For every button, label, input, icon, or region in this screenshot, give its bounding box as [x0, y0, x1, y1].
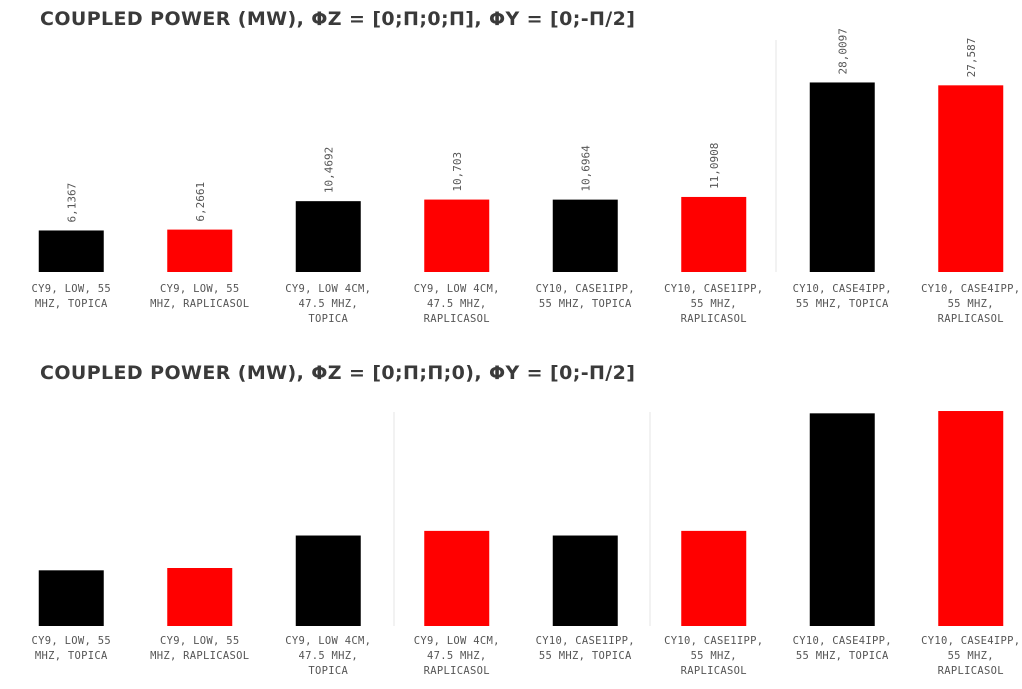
- category-label: MHZ, TOPICA: [35, 650, 108, 662]
- category-label: 55 MHZ, TOPICA: [796, 298, 889, 310]
- category-label: CY9, LOW, 55: [32, 283, 111, 295]
- category-label: 47.5 MHZ,: [298, 298, 358, 310]
- category-label: CY10, CASE4IPP,: [921, 283, 1020, 295]
- category-label: CY10, CASE4IPP,: [921, 635, 1020, 647]
- category-label: 55 MHZ, TOPICA: [539, 298, 632, 310]
- bar: [295, 535, 361, 626]
- category-label: CY9, LOW 4CM,: [285, 635, 371, 647]
- bar: [295, 201, 361, 272]
- category-label: CY9, LOW 4CM,: [285, 283, 371, 295]
- bar: [167, 229, 233, 272]
- data-label: 11,0908: [708, 143, 721, 189]
- category-label: TOPICA: [308, 665, 348, 677]
- category-label: RAPLICASOL: [681, 313, 747, 325]
- category-label: CY10, CASE1IPP,: [664, 635, 763, 647]
- category-label: MHZ, TOPICA: [35, 298, 108, 310]
- chart-title-top: COUPLED POWER (MW), ΦZ = [0;Π;0;Π], ΦY =…: [40, 8, 636, 30]
- category-label: 47.5 MHZ,: [298, 650, 358, 662]
- bar: [681, 530, 747, 626]
- category-label: 55 MHZ,: [948, 298, 994, 310]
- category-label: MHZ, RAPLICASOL: [150, 650, 249, 662]
- category-label: CY9, LOW 4CM,: [414, 283, 500, 295]
- category-label: CY10, CASE1IPP,: [536, 635, 635, 647]
- data-label: 6,2661: [194, 182, 207, 222]
- category-label: CY9, LOW, 55: [160, 635, 239, 647]
- category-label: CY9, LOW, 55: [32, 635, 111, 647]
- bar: [809, 82, 875, 272]
- category-label: CY10, CASE4IPP,: [793, 283, 892, 295]
- category-label: 55 MHZ,: [948, 650, 994, 662]
- bar: [167, 568, 233, 626]
- bar: [809, 413, 875, 626]
- data-label: 10,703: [451, 152, 464, 192]
- data-label: 28,0097: [836, 28, 849, 74]
- category-label: MHZ, RAPLICASOL: [150, 298, 249, 310]
- chart-title-bottom: COUPLED POWER (MW), ΦZ = [0;Π;Π;0), ΦY =…: [40, 362, 636, 384]
- category-label: 55 MHZ,: [691, 650, 737, 662]
- category-label: 47.5 MHZ,: [427, 298, 487, 310]
- bar: [938, 411, 1004, 626]
- category-label: CY10, CASE4IPP,: [793, 635, 892, 647]
- category-label: 55 MHZ, TOPICA: [796, 650, 889, 662]
- bar-chart-top: 6,1367 CY9, LOW, 55 MHZ, TOPICA 6,2661 CY9, …: [32, 28, 1021, 325]
- category-label: CY9, LOW, 55: [160, 283, 239, 295]
- bar: [38, 230, 104, 272]
- category-label: 55 MHZ, TOPICA: [539, 650, 632, 662]
- bar: [424, 530, 490, 626]
- category-label: 47.5 MHZ,: [427, 650, 487, 662]
- bar: [38, 570, 104, 626]
- category-label: CY10, CASE1IPP,: [664, 283, 763, 295]
- data-label: 10,4692: [322, 147, 335, 193]
- category-label: RAPLICASOL: [681, 665, 747, 677]
- category-label: RAPLICASOL: [424, 313, 490, 325]
- bar: [552, 199, 618, 272]
- category-label: TOPICA: [308, 313, 348, 325]
- data-label: 6,1367: [65, 183, 78, 223]
- bar: [938, 85, 1004, 272]
- category-label: 55 MHZ,: [691, 298, 737, 310]
- category-label: CY9, LOW 4CM,: [414, 635, 500, 647]
- data-label: 27,587: [965, 38, 978, 78]
- category-label: RAPLICASOL: [424, 665, 490, 677]
- bar-chart-bottom: CY9, LOW, 55 MHZ, TOPICA CY9, LOW, 55 MHZ, …: [32, 411, 1020, 677]
- category-label: RAPLICASOL: [938, 665, 1004, 677]
- category-label: RAPLICASOL: [938, 313, 1004, 325]
- bar: [552, 535, 618, 626]
- data-label: 10,6964: [579, 145, 592, 192]
- bar: [424, 199, 490, 272]
- category-label: CY10, CASE1IPP,: [536, 283, 635, 295]
- bar: [681, 196, 747, 272]
